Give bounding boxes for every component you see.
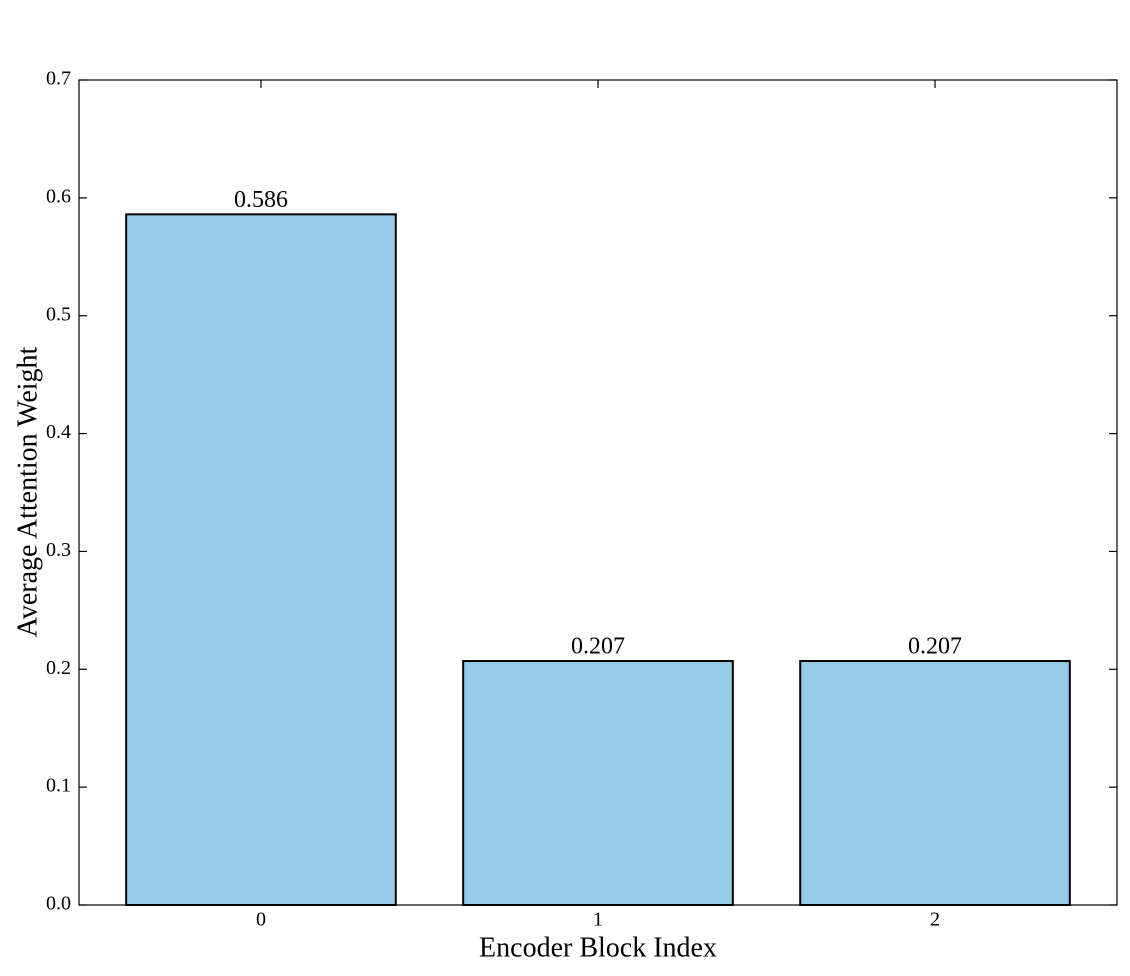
x-tick-label: 1	[593, 909, 603, 931]
x-tick-label: 2	[930, 909, 940, 931]
y-tick-label: 0.3	[46, 539, 71, 561]
bar	[799, 660, 1071, 906]
y-axis-label: Average Attention Weight	[12, 346, 43, 637]
y-tick-label: 0.6	[46, 185, 71, 207]
y-tick-label: 0.7	[46, 68, 71, 90]
value-label: 0.207	[908, 634, 962, 660]
bar	[462, 660, 734, 906]
y-tick-label: 0.2	[46, 657, 71, 679]
y-tick-label: 0.4	[46, 421, 71, 443]
plot-frame	[78, 79, 1118, 906]
y-tick-label: 0.0	[46, 893, 71, 915]
y-tick-label: 0.1	[46, 775, 71, 797]
x-axis-label: Encoder Block Index	[479, 932, 717, 963]
value-label: 0.207	[571, 634, 625, 660]
x-tick-label: 0	[256, 909, 266, 931]
bar	[125, 213, 397, 907]
value-label: 0.586	[234, 187, 288, 213]
y-tick-label: 0.5	[46, 303, 71, 325]
